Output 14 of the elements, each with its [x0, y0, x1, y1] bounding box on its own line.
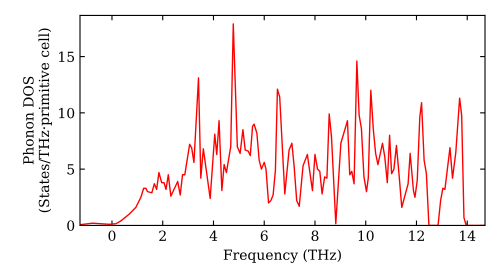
y-axis-title: Phonon DOS (States/THz·primitive cell) — [22, 28, 52, 212]
x-tick-label: 2 — [159, 230, 166, 241]
x-axis-title: Frequency (THz) — [224, 249, 341, 263]
x-tick-label: 8 — [311, 230, 318, 242]
y-tick-label: 0 — [67, 220, 74, 231]
x-tick-label: 12 — [409, 230, 424, 241]
x-tick-label: 0 — [108, 230, 116, 242]
x-tick-label: 6 — [260, 230, 268, 242]
x-tick-label: 4 — [209, 230, 218, 241]
y-tick-label: 15 — [59, 52, 74, 62]
x-tick-label: 10 — [358, 230, 374, 242]
x-tick-label: 14 — [460, 230, 476, 241]
y-tick-label: 5 — [67, 164, 74, 175]
y-tick-label: 10 — [59, 108, 74, 118]
